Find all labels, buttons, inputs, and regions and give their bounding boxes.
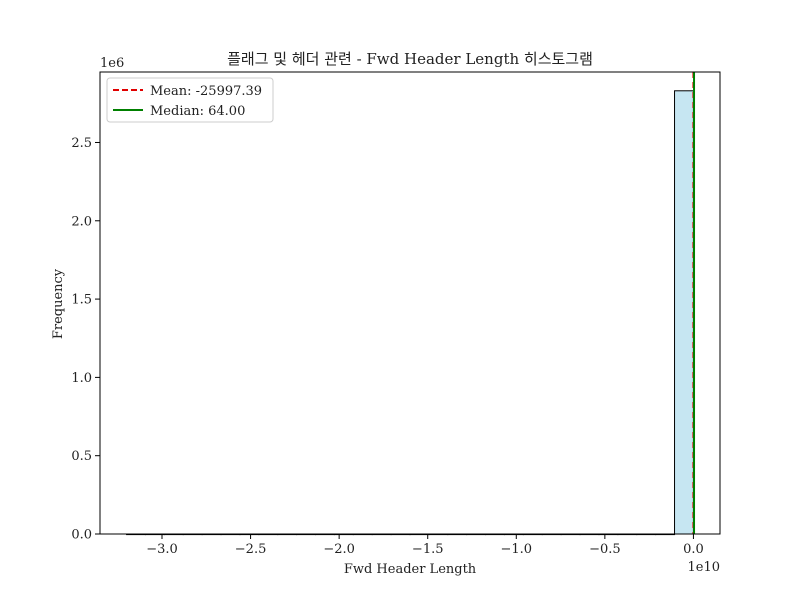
- plot-frame: [99, 71, 721, 535]
- x-tick-label-0: −3.0: [146, 542, 178, 557]
- chart-title: 플래그 및 헤더 관련 - Fwd Header Length 히스토그램: [227, 50, 593, 68]
- x-offset-label: 1e10: [687, 560, 720, 575]
- x-tick-label-1: −2.5: [235, 542, 267, 557]
- x-tick-label-6: 0.0: [683, 542, 704, 557]
- histogram-bar-29: [674, 90, 694, 535]
- legend-mean-label: Mean: -25997.39: [150, 84, 262, 99]
- x-tick-label-3: −1.5: [412, 542, 444, 557]
- y-tick-label-2: 1.0: [71, 371, 92, 386]
- x-axis-ticks: −3.0 −2.5 −2.0 −1.5 −1.0 −0.5 0.0: [146, 534, 704, 557]
- legend-box: [106, 77, 274, 123]
- y-offset-label: 1e6: [100, 56, 124, 71]
- x-tick-label-2: −2.0: [323, 542, 355, 557]
- x-axis-label: Fwd Header Length: [344, 562, 477, 577]
- y-tick-label-1: 0.5: [71, 449, 92, 464]
- legend: Mean: -25997.39 Median: 64.00: [106, 77, 274, 123]
- y-tick-label-0: 0.0: [71, 528, 92, 543]
- y-tick-label-5: 2.5: [71, 136, 92, 151]
- reference-lines-layer: [692, 72, 696, 534]
- y-tick-label-3: 1.5: [71, 293, 92, 308]
- y-tick-label-4: 2.0: [71, 214, 92, 229]
- bars-layer: [126, 90, 694, 536]
- y-axis-ticks: 0.0 0.5 1.0 1.5 2.0 2.5: [71, 136, 100, 543]
- legend-median-label: Median: 64.00: [150, 104, 245, 119]
- y-axis-label: Frequency: [51, 268, 66, 339]
- x-tick-label-4: −1.0: [500, 542, 532, 557]
- x-tick-label-5: −0.5: [589, 542, 621, 557]
